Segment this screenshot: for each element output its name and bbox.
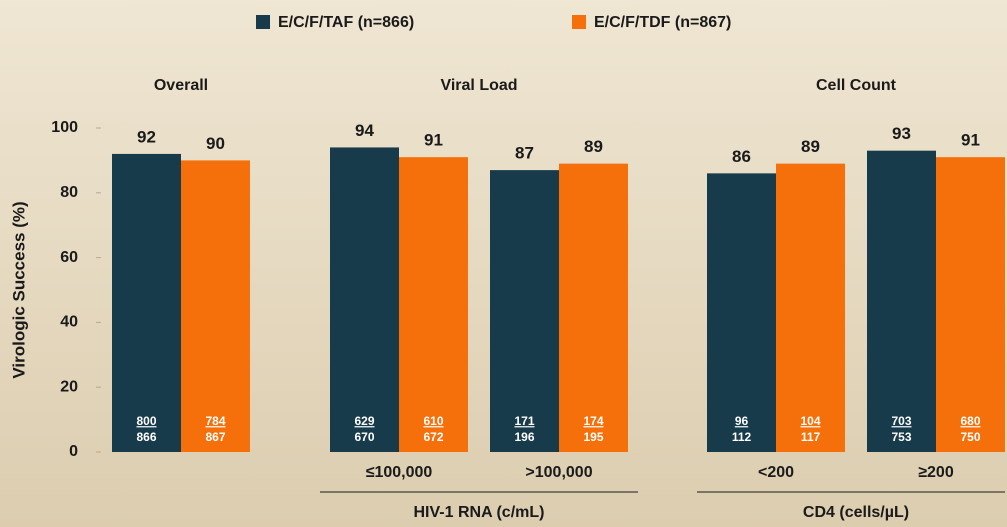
fraction-numerator: 171 (514, 414, 534, 428)
y-tick-label: 100 (51, 119, 78, 136)
x-tick-label: >100,000 (525, 464, 592, 481)
y-tick-label: 60 (60, 249, 78, 266)
fraction-denominator: 753 (891, 430, 911, 444)
x-tick-label: ≥200 (918, 464, 954, 481)
bar (112, 154, 181, 452)
fraction-denominator: 195 (583, 430, 603, 444)
value-label: 91 (961, 131, 980, 150)
fraction-numerator: 680 (960, 414, 980, 428)
value-label: 94 (355, 121, 374, 140)
y-tick-label: 80 (60, 184, 78, 201)
fraction-numerator: 610 (423, 414, 443, 428)
fraction-denominator: 670 (354, 430, 374, 444)
value-label: 89 (801, 137, 820, 156)
legend-label: E/C/F/TAF (n=866) (278, 14, 414, 31)
fraction-denominator: 750 (960, 430, 980, 444)
x-tick-label: ≤100,000 (366, 464, 433, 481)
y-axis-label: Virologic Success (%) (9, 201, 28, 378)
group-label: HIV-1 RNA (c/mL) (414, 504, 545, 521)
bar (776, 164, 845, 452)
value-label: 92 (137, 127, 156, 146)
bar (181, 160, 250, 452)
legend-swatch (572, 15, 586, 29)
x-tick-label: <200 (758, 464, 794, 481)
bar (490, 170, 559, 452)
fraction-numerator: 96 (735, 414, 749, 428)
value-label: 89 (584, 137, 603, 156)
value-label: 87 (515, 144, 534, 163)
fraction-denominator: 196 (514, 430, 534, 444)
value-label: 93 (892, 124, 911, 143)
value-label: 90 (206, 134, 225, 153)
fraction-numerator: 703 (891, 414, 911, 428)
group-label: CD4 (cells/µL) (803, 504, 909, 521)
y-tick-label: 20 (60, 378, 78, 395)
bar (559, 164, 628, 452)
fraction-denominator: 672 (423, 430, 443, 444)
legend-swatch (256, 15, 270, 29)
bar (936, 157, 1005, 452)
y-tick-label: 0 (69, 443, 78, 460)
panel-title: Viral Load (440, 77, 517, 94)
chart: Virologic Success (%) 0 20 40 60 80 100 E/C/F/… (0, 0, 1007, 527)
fraction-numerator: 800 (136, 414, 156, 428)
y-tick-label: 40 (60, 314, 78, 331)
legend-label: E/C/F/TDF (n=867) (594, 14, 731, 31)
fraction-denominator: 117 (801, 430, 821, 444)
fraction-denominator: 866 (136, 430, 156, 444)
value-label: 86 (732, 147, 751, 166)
fraction-denominator: 867 (205, 430, 225, 444)
panel-title: Overall (154, 77, 208, 94)
fraction-numerator: 174 (583, 414, 603, 428)
fraction-denominator: 112 (732, 430, 752, 444)
bar (399, 157, 468, 452)
bar (867, 151, 936, 452)
fraction-numerator: 104 (800, 414, 820, 428)
fraction-numerator: 784 (205, 414, 225, 428)
value-label: 91 (424, 131, 443, 150)
bar (330, 147, 399, 452)
panel-title: Cell Count (816, 77, 897, 94)
fraction-numerator: 629 (354, 414, 374, 428)
bar (707, 173, 776, 452)
